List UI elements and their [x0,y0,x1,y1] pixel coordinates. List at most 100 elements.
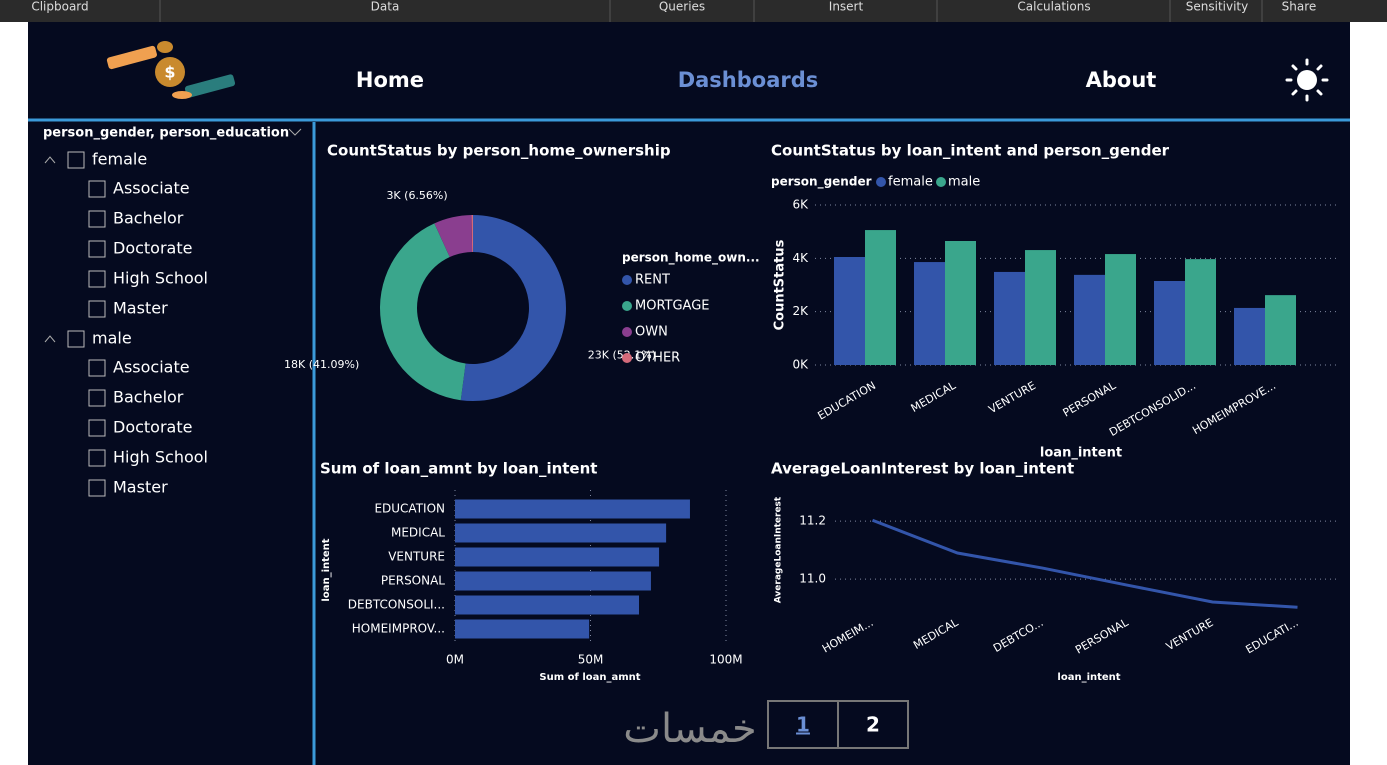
bar [914,262,945,365]
legend-swatch [622,275,632,285]
legend-label: MORTGAGE [635,299,710,314]
y-tick-label: HOMEIMPROV... [352,622,445,636]
expand-caret[interactable] [44,335,56,343]
legend-label: male [948,175,980,190]
page-number[interactable]: 2 [866,713,880,737]
slicer-item: Master [113,478,168,497]
y-tick-label: EDUCATION [374,502,445,516]
y-tick-label: 0K [792,358,809,372]
data-label: 3K (6.56%) [386,189,447,202]
y-tick-label: DEBTCONSOLI... [348,598,445,612]
slicer-item: Bachelor [113,388,184,407]
toolbar-tab[interactable]: Share [1282,0,1317,14]
y-tick-label: 2K [792,304,809,318]
slicer-group: female [92,150,147,169]
slicer-item: High School [113,269,208,288]
legend-label: RENT [635,273,670,288]
bar [1074,274,1105,365]
x-tick-label: 0M [446,653,464,667]
legend-label: OTHER [635,351,680,366]
report-canvas [28,22,1350,765]
page-number[interactable]: 1 [796,713,810,737]
toolbar-tab[interactable]: Queries [659,0,705,14]
toolbar-tab[interactable]: Calculations [1017,0,1090,14]
nav-link[interactable]: Dashboards [678,68,819,92]
slicer-chevron[interactable] [288,128,302,136]
legend-title: person_home_own... [622,251,760,266]
slicer-item: Associate [113,358,190,377]
y-tick-label: PERSONAL [381,574,445,588]
y-tick-label: VENTURE [388,550,445,564]
toolbar-tab[interactable]: Clipboard [31,0,88,14]
y-tick-label: MEDICAL [391,526,445,540]
checkbox[interactable] [88,270,106,288]
nav-link[interactable]: About [1086,68,1157,92]
checkbox[interactable] [67,151,85,169]
y-axis-title: loan_intent [321,538,332,601]
bar [1234,307,1265,365]
checkbox[interactable] [88,300,106,318]
chart-title: AverageLoanInterest by loan_intent [771,460,1074,478]
checkbox[interactable] [67,330,85,348]
bar [1105,254,1136,365]
bar [1025,250,1056,365]
svg-text:$: $ [164,63,175,82]
donut-slice [460,215,566,401]
bar [1185,259,1216,365]
legend-swatch [622,327,632,337]
checkbox[interactable] [88,389,106,407]
bar [945,241,976,365]
legend-swatch [622,301,632,311]
donut-slice [379,223,466,401]
checkbox[interactable] [88,359,106,377]
watermark: خمسات [623,706,756,752]
y-tick-label: 11.2 [799,514,826,528]
data-label: 23K (52.1%) [588,349,656,362]
toolbar-tab[interactable]: Data [371,0,400,14]
x-axis-title: loan_intent [1057,672,1120,683]
bar [455,547,660,567]
nav-link[interactable]: Home [356,68,424,92]
slicer-item: Doctorate [113,239,192,258]
y-axis-title: CountStatus [773,239,788,330]
checkbox[interactable] [88,449,106,467]
legend-label: OWN [635,325,668,340]
bar [455,523,667,543]
data-label: 18K (41.09%) [284,358,359,371]
legend-swatch [876,177,886,187]
checkbox[interactable] [88,210,106,228]
toolbar-tab[interactable]: Sensitivity [1186,0,1248,14]
checkbox[interactable] [88,180,106,198]
expand-caret[interactable] [44,156,56,164]
bar [834,257,865,365]
checkbox[interactable] [88,240,106,258]
y-tick-label: 11.0 [799,572,826,586]
donut-slice [434,215,473,258]
slicer-title: person_gender, person_education [43,126,289,141]
bar [1265,295,1296,365]
slicer-item: High School [113,448,208,467]
toolbar-tab[interactable]: Insert [829,0,864,14]
theme-toggle[interactable] [1285,58,1329,102]
chart-title: CountStatus by person_home_ownership [327,142,671,160]
x-tick-label: 100M [709,653,742,667]
legend-swatch [622,353,632,363]
bar [455,595,640,615]
bar [455,499,690,519]
slicer-item: Doctorate [113,418,192,437]
line [871,518,1298,609]
bar [455,571,651,591]
bar [455,619,590,639]
checkbox[interactable] [88,479,106,497]
bar [1154,281,1185,365]
donut-slice [471,215,473,253]
y-tick-label: 6K [792,198,809,212]
x-tick-label: 50M [578,653,604,667]
toolbar [0,0,1387,22]
bar [994,271,1025,365]
legend-swatch [936,177,946,187]
page-button[interactable] [837,700,909,749]
checkbox[interactable] [88,419,106,437]
